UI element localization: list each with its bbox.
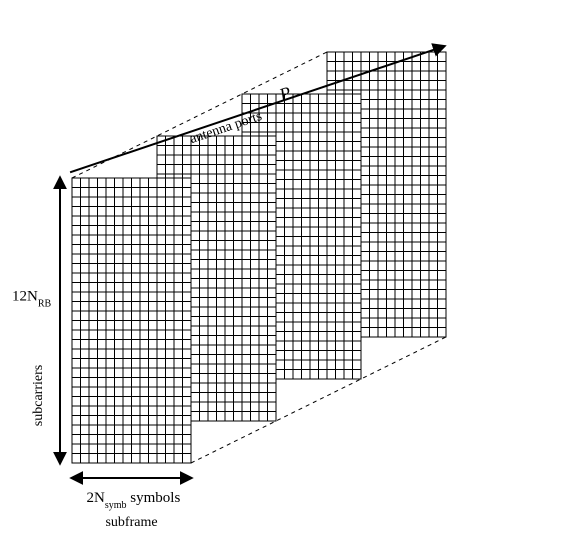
resource-grid-0: [72, 178, 191, 463]
label-subcarriers: subcarriers: [31, 365, 46, 426]
label-2nsymb: 2Nsymb symbols: [87, 490, 181, 511]
resource-grid-diagram: antenna portsP12NRBsubcarriers2Nsymb sym…: [0, 0, 561, 555]
label-subframe: subframe: [105, 515, 157, 530]
label-12nrb: 12NRB: [12, 289, 52, 310]
